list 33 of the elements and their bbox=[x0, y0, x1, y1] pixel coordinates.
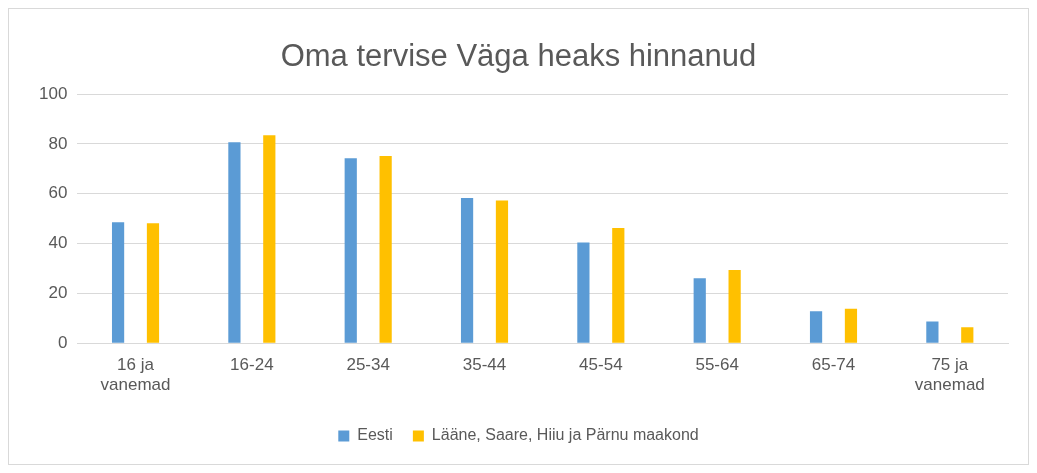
y-tick-label: 0 bbox=[57, 332, 68, 352]
bar bbox=[728, 269, 741, 343]
bar bbox=[577, 242, 590, 343]
y-tick-label: 60 bbox=[48, 183, 68, 203]
legend-label: Lääne, Saare, Hiiu ja Pärnu maakond bbox=[431, 426, 699, 444]
bar bbox=[809, 311, 823, 343]
bar bbox=[111, 222, 125, 343]
x-tick-label: 45-54 bbox=[579, 355, 623, 375]
y-tick-label: 80 bbox=[48, 133, 68, 153]
y-tick-label: 100 bbox=[38, 83, 68, 103]
y-tick-label: 20 bbox=[48, 283, 68, 303]
bar bbox=[344, 158, 357, 343]
chart-title: Oma tervise Väga heaks hinnanud bbox=[280, 38, 757, 74]
x-tick-label: 75 ja vanemad bbox=[914, 355, 985, 395]
bar bbox=[693, 278, 706, 343]
x-tick-label: 35-44 bbox=[462, 355, 507, 375]
x-tick-label: 55-64 bbox=[695, 355, 739, 375]
bar bbox=[495, 200, 509, 343]
bar bbox=[146, 223, 160, 343]
bar bbox=[612, 227, 625, 343]
bar bbox=[844, 308, 858, 343]
x-tick-label: 16 ja vanemad bbox=[100, 355, 171, 395]
bar bbox=[460, 198, 474, 343]
bar bbox=[961, 327, 974, 343]
legend-label: Eesti bbox=[357, 426, 393, 444]
bar bbox=[263, 135, 276, 343]
y-tick-label: 40 bbox=[48, 233, 68, 253]
bar bbox=[926, 321, 939, 343]
x-tick-label: 65-74 bbox=[811, 355, 856, 375]
bar bbox=[379, 155, 392, 343]
x-tick-label: 25-34 bbox=[346, 355, 390, 375]
bar bbox=[228, 142, 241, 343]
x-tick-label: 16-24 bbox=[230, 355, 274, 375]
